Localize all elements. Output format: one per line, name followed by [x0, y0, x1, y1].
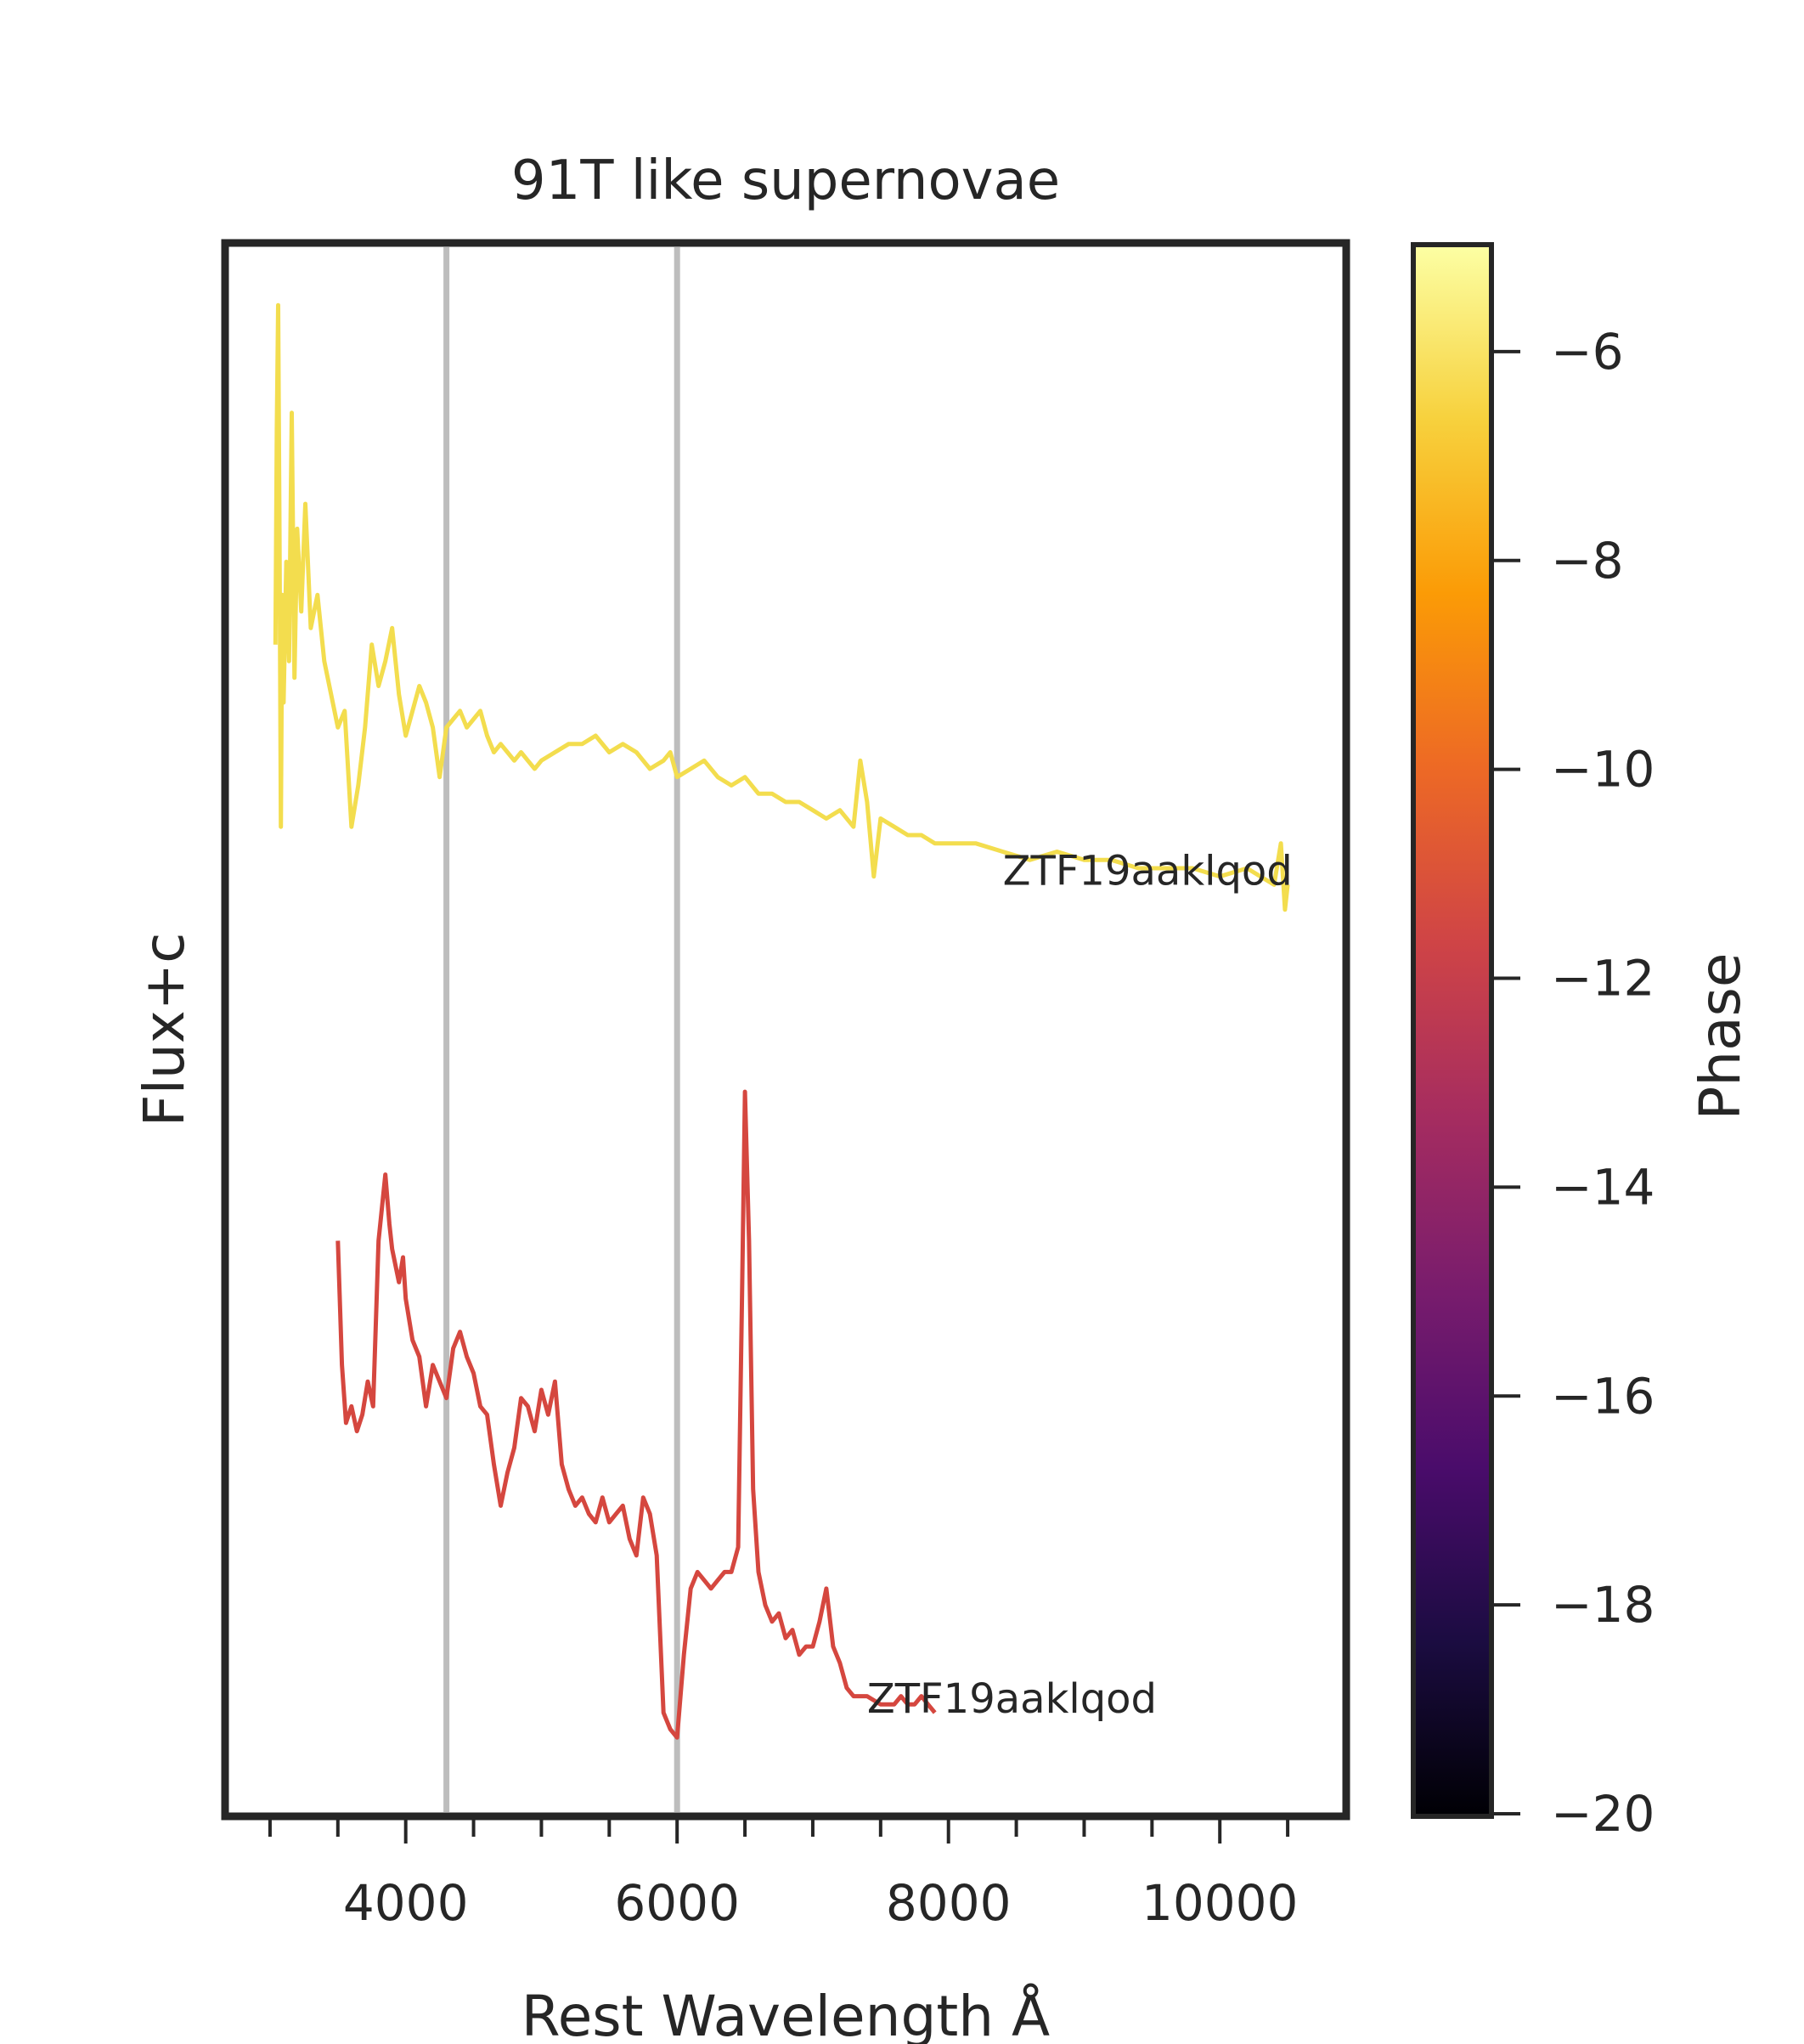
colorbar-tick-label: −12 [1551, 950, 1655, 1008]
colorbar-tick-label: −10 [1551, 741, 1655, 799]
x-tick-label: 10000 [1142, 1874, 1299, 1932]
x-tick-label: 6000 [614, 1874, 740, 1932]
colorbar-tick-label: −6 [1551, 323, 1624, 381]
spectrum-label-2: ZTF19aaklqod [867, 1675, 1157, 1723]
chart-title: 91T like supernovae [511, 150, 1060, 212]
plot-frame [221, 239, 1350, 1821]
spectra: ZTF19aaklqod ZTF19aaklqod [273, 302, 1293, 1740]
x-axis-label: Rest Wavelength Å [521, 1984, 1050, 2044]
spectrum-line-2 [335, 1089, 937, 1740]
colorbar-tick-label: −14 [1551, 1158, 1655, 1216]
plot-area: ZTF19aaklqod ZTF19aaklqod [221, 239, 1350, 1821]
colorbar-tick-label: −18 [1551, 1576, 1655, 1634]
colorbar-label: Phase [1688, 952, 1753, 1120]
colorbar-tick-label: −8 [1551, 532, 1624, 590]
colorbar-tick-label: −16 [1551, 1367, 1655, 1425]
x-tick-label: 8000 [886, 1874, 1012, 1932]
spectrum-line-1 [273, 302, 1290, 912]
colorbar-ticks: −6 −8 −10 −12 −14 −16 −18 −20 [1494, 323, 1655, 1843]
x-tick-label: 4000 [343, 1874, 469, 1932]
reference-lines [443, 247, 680, 1812]
colorbar-tick-label: −20 [1551, 1785, 1655, 1843]
y-axis-label: Flux+c [132, 933, 197, 1127]
colorbar-gradient [1411, 242, 1494, 1819]
x-axis: 4000 6000 8000 10000 [268, 1820, 1299, 1932]
colorbar: −6 −8 −10 −12 −14 −16 −18 −20 Phase [1411, 242, 1753, 1843]
spectrum-label-1: ZTF19aaklqod [1003, 847, 1293, 895]
